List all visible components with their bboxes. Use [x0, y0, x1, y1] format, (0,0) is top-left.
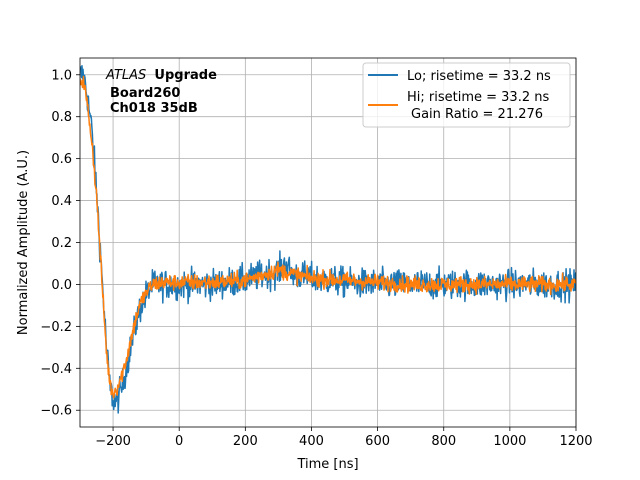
- x-tick-label: 0: [175, 434, 183, 449]
- y-tick-label: −0.4: [40, 362, 72, 377]
- y-tick-label: 0.6: [51, 152, 72, 167]
- x-axis-ticks: −200 0 200 400 600 800 1000 1200: [95, 427, 593, 449]
- series-layer: [80, 64, 576, 414]
- legend-box: [362, 62, 571, 128]
- upgrade-word: Upgrade: [154, 68, 217, 83]
- legend-gain-ratio: Gain Ratio = 21.276: [411, 107, 543, 122]
- y-tick-label: 0.8: [51, 110, 72, 125]
- y-tick-label: −0.6: [40, 404, 72, 419]
- x-tick-label: 600: [365, 434, 390, 449]
- x-tick-label: 800: [431, 434, 456, 449]
- x-tick-label: 1200: [559, 434, 592, 449]
- x-tick-label: 200: [233, 434, 258, 449]
- atlas-word: ATLAS: [105, 68, 146, 83]
- channel-label: Ch018 35dB: [110, 101, 198, 116]
- x-axis-label: Time [ns]: [296, 457, 358, 472]
- y-tick-label: 0.2: [51, 236, 72, 251]
- y-axis-ticks: −0.6 −0.4 −0.2 0.0 0.2 0.4 0.6 0.8 1.0: [40, 68, 80, 419]
- y-tick-label: 1.0: [51, 68, 72, 83]
- x-tick-label: 1000: [493, 434, 526, 449]
- legend: Lo; risetime = 33.2 ns Hi; risetime = 33…: [362, 62, 571, 128]
- legend-lo-label: Lo; risetime = 33.2 ns: [407, 69, 551, 84]
- y-tick-label: 0.0: [51, 278, 72, 293]
- y-axis-label: Normalized Amplitude (A.U.): [16, 150, 31, 335]
- plot-area: [80, 64, 576, 414]
- x-tick-label: 400: [299, 434, 324, 449]
- atlas-label-line: ATLAS Upgrade: [105, 68, 217, 83]
- series-line-hi: [80, 75, 576, 399]
- y-tick-label: 0.4: [51, 194, 72, 209]
- atlas-annotation: ATLAS Upgrade Board260 Ch018 35dB: [105, 68, 217, 116]
- x-tick-label: −200: [95, 434, 131, 449]
- y-tick-label: −0.2: [40, 320, 72, 335]
- board-label: Board260: [110, 86, 180, 101]
- legend-hi-label: Hi; risetime = 33.2 ns: [407, 90, 549, 105]
